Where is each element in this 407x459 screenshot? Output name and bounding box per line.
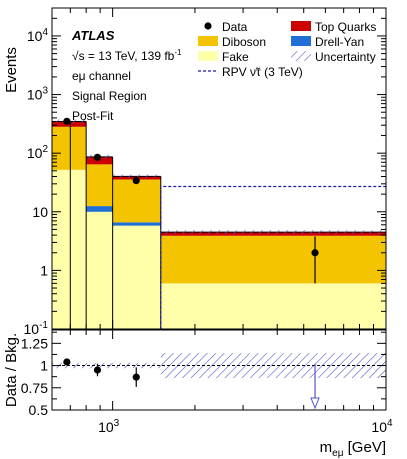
ratio-point-2 [132,373,140,381]
x-tick-exponent: 3 [114,418,120,429]
channel-label: eμ channel [72,69,131,83]
ratio-y-tick-label-2: 1 [40,358,48,374]
y-tick-label-4: 103 [27,86,49,103]
experiment-label: ATLAS [71,28,115,43]
y-tick-exponent: 3 [42,86,48,97]
y-tick-exponent: -1 [39,320,48,331]
ratio-plot-frame [51,329,387,411]
bar-top-quarks-1 [70,121,87,127]
signal-line [160,185,386,329]
bar-fake-3 [112,225,161,329]
x-axis-title-main: m [320,439,333,456]
energy-lumi-text: s = 13 TeV, 139 fb [79,49,175,63]
y-tick-label-1: 1 [40,262,48,278]
data-point-3 [311,249,319,257]
bar-diboson-2 [86,164,113,207]
uncertainty-band-4 [160,230,386,234]
bar-fake-1 [70,169,87,329]
y-axis-title-top: Events [3,47,20,93]
bar-fake-4 [160,283,386,329]
ratio-point-1 [93,366,102,374]
lumi-exponent: -1 [174,48,182,57]
fit-label: Post-Fit [72,109,114,123]
bar-drell-yan-2 [86,206,113,212]
bar-fake-2 [86,211,113,329]
y-tick-base: 10 [32,204,48,220]
y-axis-title-bottom: Data / Bkg. [3,333,20,407]
legend-dy-label: Drell-Yan [315,35,364,49]
y-tick-base: 10 [27,28,43,44]
y-tick-base: 10 [27,87,43,103]
y-tick-label-3: 102 [27,144,49,161]
main-plot [51,7,387,330]
y-tick-label-2: 10 [32,204,48,220]
ratio-point-0 [63,358,71,366]
sqrt-symbol: √ [72,49,79,63]
legend-data-marker [204,22,212,30]
x-tick-label-1: 104 [371,418,393,435]
legend-rpv-label: RPV ν̃τ (3 TeV) [222,65,303,79]
x-tick-base: 10 [98,419,114,435]
bar-diboson-0 [52,126,71,170]
x-tick-base: 10 [371,419,387,435]
y-tick-exponent: 4 [42,27,48,38]
bar-top-quarks-0 [52,121,71,127]
energy-lumi-label: √s = 13 TeV, 139 fb-1 [72,48,182,63]
legend-top-swatch [291,21,311,31]
bar-fake-0 [52,169,71,329]
legend-top-label: Top Quarks [315,20,376,34]
x-tick-exponent: 4 [387,418,393,429]
legend-fake-label: Fake [222,50,249,64]
bar-diboson-3 [112,179,161,223]
ratio-y-tick-label-0: 0.5 [29,402,49,418]
data-point-1 [93,153,102,161]
legend-diboson-label: Diboson [222,35,266,49]
y-tick-label-0: 10-1 [24,320,49,337]
y-tick-base: 10 [27,145,43,161]
x-axis-title-sub: eμ [332,448,344,459]
data-point-0 [63,117,71,125]
ratio-arrow-head [310,397,320,410]
bar-top-quarks-2 [86,156,113,165]
uncertainty-band-0 [52,119,71,124]
bar-diboson-4 [160,235,386,284]
ratio-y-tick-label-1: 0.75 [21,380,48,396]
y-tick-label-5: 104 [27,27,49,44]
ratio-uncertainty-band-0 [52,362,161,369]
uncertainty-band-3 [112,174,161,179]
x-tick-label-0: 103 [98,418,120,435]
region-label: Signal Region [72,89,147,103]
legend-diboson-swatch [198,36,218,46]
ratio-plot [51,329,387,411]
y-tick-base: 1 [40,262,48,278]
x-axis-title-unit: [GeV] [343,439,386,456]
legend-unc-label: Uncertainty [315,50,376,64]
y-tick-exponent: 2 [42,144,48,155]
legend-dy-swatch [291,36,311,46]
data-point-2 [132,177,140,185]
bar-drell-yan-3 [112,222,161,226]
uncertainty-band-1 [70,119,87,124]
legend-data-label: Data [222,20,248,34]
ratio-y-tick-label-3: 1.25 [21,335,48,351]
x-axis-title: meμ [GeV] [320,439,386,459]
legend-unc-swatch [291,51,311,61]
legend-fake-swatch [198,51,218,61]
bar-diboson-1 [70,126,87,170]
main-plot-frame [51,7,387,330]
y-tick-base: 10 [24,321,40,337]
